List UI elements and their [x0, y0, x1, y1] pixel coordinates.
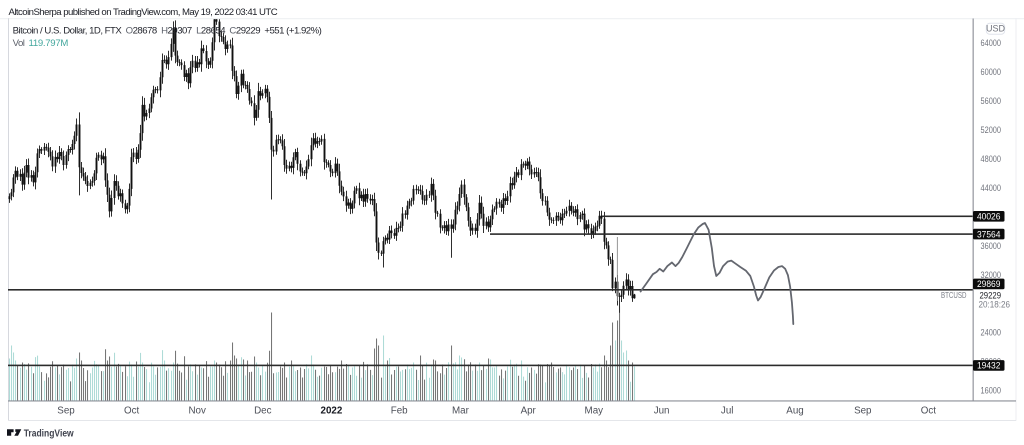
svg-text:52000: 52000	[981, 124, 1002, 135]
svg-text:Jun: Jun	[654, 406, 670, 417]
svg-text:Feb: Feb	[391, 406, 408, 417]
svg-text:Oct: Oct	[921, 406, 937, 417]
svg-text:TradingView: TradingView	[24, 427, 75, 439]
svg-text:60000: 60000	[981, 66, 1002, 77]
svg-text:20:18:26: 20:18:26	[979, 298, 1011, 309]
svg-text:37564: 37564	[977, 229, 1001, 239]
svg-text:29869: 29869	[977, 279, 1001, 289]
svg-text:48000: 48000	[981, 153, 1002, 164]
svg-text:Mar: Mar	[452, 406, 470, 417]
svg-text:119.797M: 119.797M	[29, 38, 69, 49]
svg-text:24000: 24000	[981, 327, 1002, 338]
svg-text:May: May	[585, 406, 604, 417]
svg-text:56000: 56000	[981, 95, 1002, 106]
svg-text:AltcoinSherpa published on Tra: AltcoinSherpa published on TradingView.c…	[9, 7, 278, 18]
svg-text:2022: 2022	[321, 406, 343, 417]
svg-text:Dec: Dec	[254, 406, 272, 417]
svg-text:Nov: Nov	[188, 406, 206, 417]
svg-text:Bitcoin / U.S. Dollar, 1D, FTX: Bitcoin / U.S. Dollar, 1D, FTX O28678 H2…	[13, 25, 322, 36]
svg-text:Aug: Aug	[786, 406, 803, 417]
svg-text:BTCUSD: BTCUSD	[941, 290, 967, 300]
svg-text:36000: 36000	[981, 240, 1002, 251]
svg-text:40026: 40026	[977, 212, 1001, 222]
svg-text:32000: 32000	[981, 269, 1002, 280]
svg-text:29229: 29229	[980, 290, 1002, 301]
svg-text:USD: USD	[986, 24, 1006, 34]
svg-text:64000: 64000	[981, 37, 1002, 48]
svg-text:Sep: Sep	[854, 406, 872, 417]
svg-text:16000: 16000	[981, 385, 1002, 396]
svg-text:Vol: Vol	[13, 38, 25, 49]
svg-text:Apr: Apr	[521, 406, 537, 417]
svg-text:Oct: Oct	[124, 406, 140, 417]
svg-text:Jul: Jul	[721, 406, 734, 417]
svg-text:19432: 19432	[977, 361, 1001, 371]
svg-text:Sep: Sep	[57, 406, 75, 417]
svg-text:44000: 44000	[981, 182, 1002, 193]
